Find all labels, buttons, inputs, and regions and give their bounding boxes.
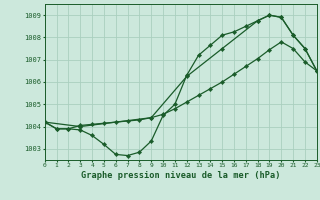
X-axis label: Graphe pression niveau de la mer (hPa): Graphe pression niveau de la mer (hPa) <box>81 171 281 180</box>
